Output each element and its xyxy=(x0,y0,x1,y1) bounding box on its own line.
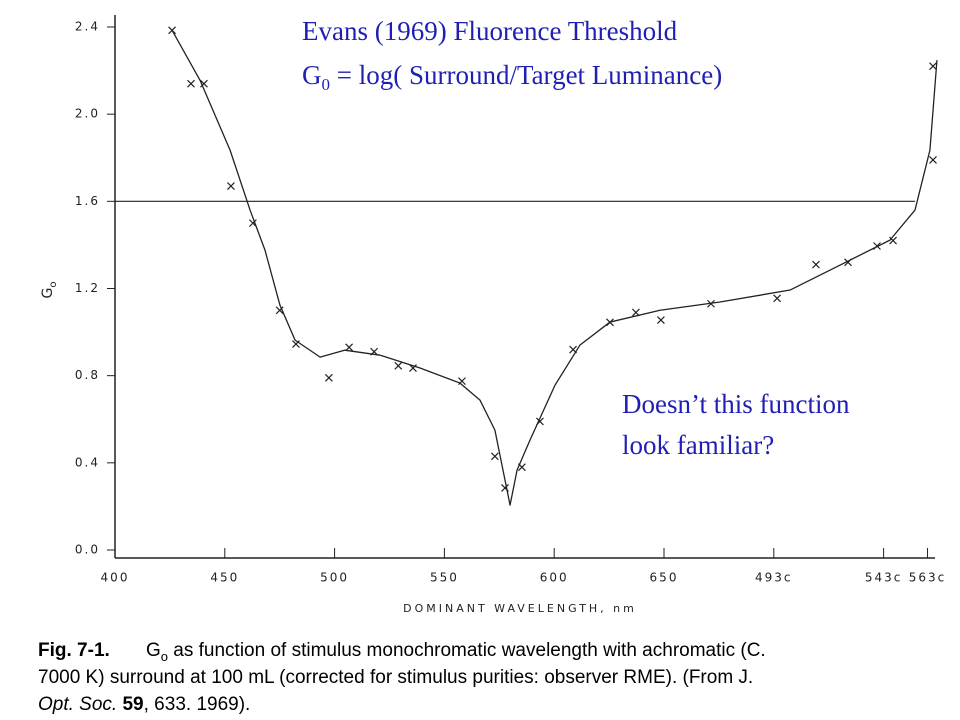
data-point xyxy=(889,236,897,245)
caption: Fig. 7-1. Go as function of stimulus mono… xyxy=(38,640,766,664)
caption-part: o xyxy=(161,649,168,664)
caption: Opt. Soc. 59, 633. 1969). xyxy=(38,694,250,715)
caption-part: Opt. Soc. xyxy=(38,694,122,715)
data-point xyxy=(227,182,235,191)
data-point xyxy=(490,452,499,461)
y-tick-label: 0.4 xyxy=(75,455,100,469)
x-tick-label: 600 xyxy=(540,571,569,585)
y-axis-label: Go xyxy=(40,282,59,299)
chart-subtitle: G0 = log( Surround/Target Luminance) xyxy=(302,60,722,94)
data-point xyxy=(275,306,284,315)
subtitle-part: G xyxy=(302,60,322,90)
chart-title: Evans (1969) Fluorence Threshold xyxy=(302,16,678,46)
caption-part: , 633. 1969). xyxy=(144,694,251,715)
data-point xyxy=(657,316,665,325)
caption-part: 59 xyxy=(122,694,143,715)
y-tick-label: 0.8 xyxy=(75,368,100,382)
data-point xyxy=(187,79,195,88)
x-tick-label: 550 xyxy=(430,571,459,585)
caption-label: Fig. 7-1. xyxy=(38,640,110,661)
x-tick-label: 500 xyxy=(320,571,349,585)
y-label-part: o xyxy=(48,282,59,288)
x-tick-label: 450 xyxy=(210,571,239,585)
data-point xyxy=(929,156,937,164)
data-point xyxy=(345,343,354,352)
data-point xyxy=(773,294,782,303)
subtitle-part: 0 xyxy=(322,75,331,94)
annotation: Doesn’t this function xyxy=(622,389,850,419)
data-point xyxy=(292,340,300,348)
data-point xyxy=(324,373,333,382)
x-axis-label: DOMINANT WAVELENGTH, nm xyxy=(403,602,637,615)
fit-curve xyxy=(171,29,938,506)
data-point xyxy=(168,26,177,35)
caption-part: G xyxy=(146,640,161,661)
y-tick-label: 2.4 xyxy=(75,20,100,34)
data-point xyxy=(812,260,820,269)
x-tick-label: 563c xyxy=(909,571,947,585)
subtitle-part: = log( Surround/Target Luminance) xyxy=(330,60,722,90)
annotation: look familiar? xyxy=(622,430,774,460)
data-point xyxy=(394,361,403,370)
x-tick-label: 650 xyxy=(650,571,679,585)
x-tick-label: 543c xyxy=(865,571,903,585)
caption-part: as function of stimulus monochromatic wa… xyxy=(168,640,766,661)
y-tick-label: 1.6 xyxy=(75,194,100,208)
y-tick-label: 0.0 xyxy=(75,543,100,557)
y-tick-label: 1.2 xyxy=(75,281,100,295)
caption: 7000 K) surround at 100 mL (corrected fo… xyxy=(38,667,753,688)
y-label-part: G xyxy=(40,288,56,299)
data-point xyxy=(929,62,937,71)
x-tick-label: 400 xyxy=(101,571,130,585)
x-tick-label: 493c xyxy=(755,571,793,585)
y-tick-label: 2.0 xyxy=(75,107,100,121)
data-point xyxy=(200,79,208,88)
